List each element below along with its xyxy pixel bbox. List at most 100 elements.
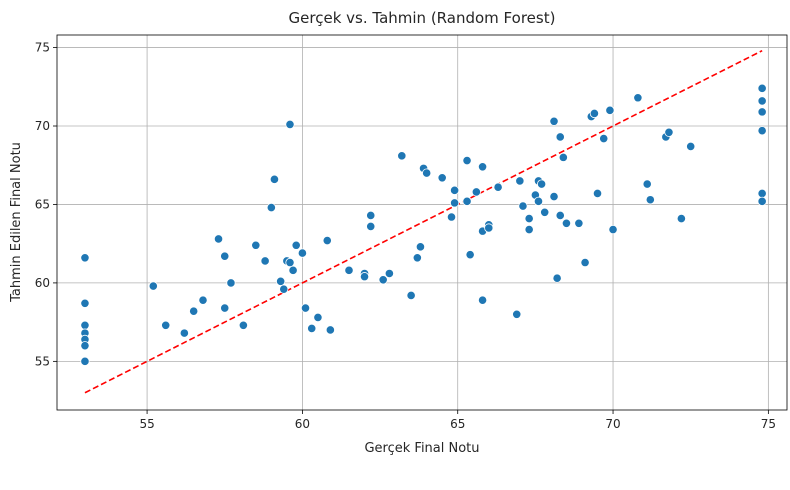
- data-point: [552, 273, 562, 283]
- data-point: [462, 155, 472, 166]
- data-point: [549, 116, 559, 126]
- data-point: [558, 152, 568, 162]
- data-point: [179, 328, 189, 338]
- data-point: [580, 257, 590, 268]
- data-point: [189, 306, 199, 316]
- data-point: [561, 218, 572, 228]
- x-tick-label: 60: [295, 417, 310, 431]
- data-point: [213, 234, 224, 244]
- x-axis-label: Gerçek Final Notu: [364, 441, 479, 456]
- data-point: [80, 341, 90, 351]
- data-point: [450, 185, 460, 195]
- data-point: [366, 210, 376, 221]
- data-points: [80, 83, 767, 366]
- data-point: [325, 325, 335, 335]
- y-tick-label: 60: [35, 276, 50, 290]
- reference-line-group: [84, 49, 763, 394]
- data-point: [757, 107, 767, 117]
- data-point: [555, 132, 565, 142]
- data-point: [450, 198, 460, 208]
- data-point: [446, 212, 457, 222]
- data-point: [251, 240, 261, 250]
- data-point: [515, 176, 525, 186]
- data-point: [540, 207, 550, 217]
- x-tick-label: 75: [761, 417, 776, 431]
- y-axis-label: Tahmin Edilen Final Notu: [9, 142, 24, 303]
- data-point: [493, 182, 503, 192]
- data-point: [757, 96, 767, 106]
- data-point: [220, 303, 230, 313]
- data-point: [633, 93, 643, 103]
- data-point: [462, 196, 472, 206]
- data-point: [226, 278, 236, 288]
- data-point: [422, 168, 432, 178]
- data-point: [757, 126, 767, 136]
- data-point: [148, 281, 158, 291]
- y-tick-label: 75: [35, 41, 50, 55]
- y-tick-label: 70: [35, 119, 50, 133]
- data-point: [161, 320, 171, 330]
- y-tick-label: 65: [35, 197, 50, 211]
- data-point: [549, 192, 559, 202]
- data-point: [599, 133, 609, 144]
- data-point: [313, 312, 323, 323]
- data-point: [533, 196, 544, 206]
- data-point: [415, 242, 426, 252]
- grid-lines: [57, 35, 787, 410]
- data-point: [524, 224, 534, 235]
- data-point: [484, 223, 494, 233]
- data-point: [297, 248, 308, 258]
- data-point: [359, 272, 370, 282]
- data-point: [220, 251, 230, 261]
- data-point: [412, 253, 422, 263]
- data-point: [757, 83, 767, 93]
- data-point: [664, 127, 674, 137]
- data-point: [471, 187, 481, 197]
- data-point: [589, 108, 600, 119]
- data-point: [397, 151, 407, 161]
- data-point: [555, 210, 565, 221]
- data-point: [642, 179, 652, 189]
- plot-frame: [56, 34, 788, 411]
- data-point: [512, 309, 522, 319]
- data-point: [608, 224, 618, 235]
- x-tick-label: 65: [450, 417, 465, 431]
- data-point: [307, 323, 317, 334]
- data-point: [80, 356, 90, 366]
- data-point: [524, 213, 534, 224]
- x-tick-label: 55: [139, 417, 154, 431]
- data-point: [285, 119, 295, 130]
- data-point: [291, 240, 301, 250]
- y-tick-label: 55: [35, 354, 50, 368]
- data-point: [276, 276, 286, 286]
- data-point: [288, 265, 298, 275]
- data-point: [406, 290, 416, 301]
- data-point: [344, 265, 354, 275]
- data-point: [477, 295, 488, 305]
- chart-title: Gerçek vs. Tahmin (Random Forest): [289, 9, 556, 27]
- axis-ticks: 55 60 65 70 75 55 60 65 70 75: [35, 41, 776, 431]
- data-point: [279, 284, 289, 294]
- data-point: [592, 188, 603, 199]
- data-point: [686, 141, 696, 152]
- data-point: [238, 320, 248, 330]
- data-point: [477, 162, 488, 172]
- data-point: [518, 201, 528, 211]
- data-point: [80, 320, 90, 330]
- data-point: [437, 173, 447, 183]
- data-point: [574, 218, 584, 228]
- data-point: [676, 213, 686, 224]
- x-tick-label: 70: [605, 417, 620, 431]
- data-point: [266, 202, 276, 213]
- data-point: [605, 105, 615, 115]
- data-point: [645, 195, 655, 205]
- data-point: [757, 196, 767, 206]
- data-point: [80, 253, 90, 263]
- data-point: [322, 235, 332, 246]
- data-point: [269, 174, 280, 184]
- data-point: [260, 256, 270, 266]
- data-point: [198, 295, 208, 305]
- data-point: [384, 268, 394, 279]
